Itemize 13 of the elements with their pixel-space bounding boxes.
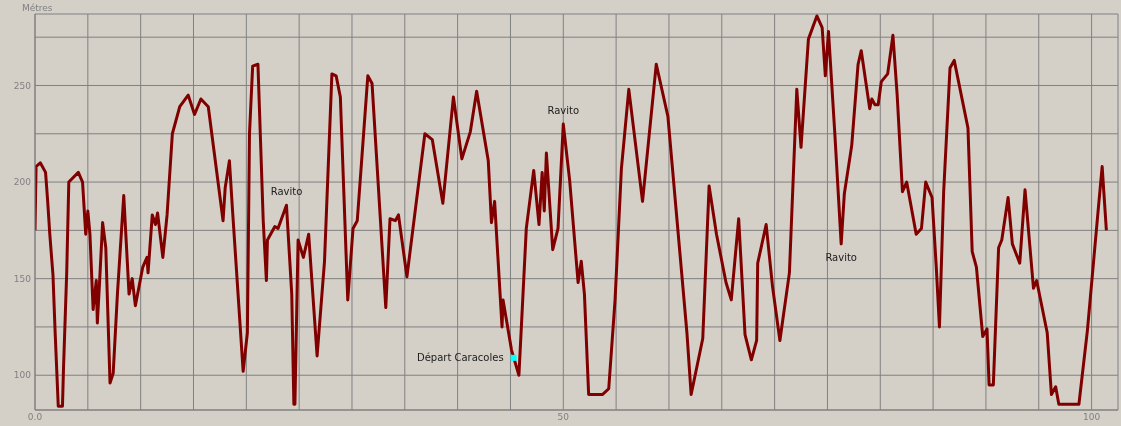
- y-tick-label: 100: [13, 370, 32, 381]
- y-tick-label: 250: [13, 80, 32, 91]
- annotation: Départ Caracoles: [416, 352, 504, 364]
- line-series: [35, 14, 1108, 408]
- x-tick-label: 50: [557, 412, 570, 423]
- x-tick-label: 100: [1082, 412, 1101, 423]
- y-axis-title: Métres: [22, 3, 53, 13]
- annotation: Ravito: [825, 251, 857, 263]
- annotation: Ravito: [547, 105, 580, 117]
- x-tick-label: 0.0: [27, 412, 43, 423]
- y-tick-label: 200: [13, 177, 32, 188]
- y-tick-label: 150: [13, 273, 32, 284]
- annotation: Ravito: [270, 186, 303, 198]
